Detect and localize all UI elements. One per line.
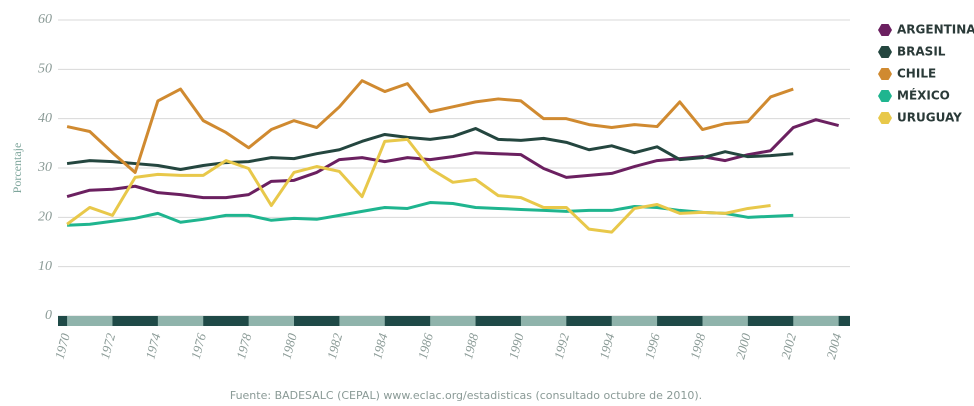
x-tick-label: 2000 [732,331,753,360]
legend-marker [878,45,892,59]
axis-band-segment [339,316,385,326]
x-tick-label: 1978 [233,331,254,360]
legend-marker [878,67,892,81]
axis-band-segment [248,316,295,326]
legend-label: CHILE [897,67,936,81]
y-tick-label: 0 [45,308,52,323]
legend-label: MÉXICO [897,88,950,103]
axis-band-segment [793,316,839,326]
series-line [66,127,794,171]
axis-band-segment [520,316,567,326]
x-tick-label: 1980 [279,331,300,360]
x-tick-label: 1974 [142,331,163,360]
x-tick-label: 1992 [551,331,572,360]
x-tick-label: 1998 [687,331,708,360]
source-note: Fuente: BADESALC (CEPAL) www.eclac.org/e… [230,389,702,402]
x-tick-label: 1976 [188,331,209,360]
y-tick-label: 40 [38,111,52,126]
series-line [66,118,840,200]
x-tick-label: 1988 [460,331,481,360]
y-axis-label: Porcentaje [10,143,24,194]
axis-band-segment [611,316,658,326]
legend-marker [878,111,892,125]
legend-label: BRASIL [897,45,946,59]
y-tick-label: 30 [37,160,52,175]
axis-band-segment [157,316,204,326]
series-line [66,137,771,234]
series-line [66,79,794,174]
x-tick-label: 1972 [97,331,118,360]
x-tick-label: 2004 [823,331,844,360]
x-tick-label: 1994 [596,331,617,360]
legend-label: ARGENTINA [897,23,974,37]
legend-marker [878,89,892,103]
x-tick-label: 2002 [778,331,799,360]
axis-band-segment [67,316,113,326]
y-tick-label: 60 [38,12,52,27]
axis-band-segment [702,316,748,326]
y-tick-label: 20 [38,210,52,225]
x-tick-label: 1986 [415,331,436,360]
y-tick-label: 10 [38,259,52,274]
y-tick-label: 50 [38,62,52,77]
x-tick-label: 1990 [506,331,527,360]
legend-label: URUGUAY [897,111,962,125]
x-tick-label: 1996 [642,331,663,360]
legend-marker [878,23,892,37]
axis-band-segment [430,316,476,326]
x-tick-label: 1970 [52,331,73,360]
x-tick-label: 1982 [324,331,345,360]
x-tick-label: 1984 [369,331,390,360]
